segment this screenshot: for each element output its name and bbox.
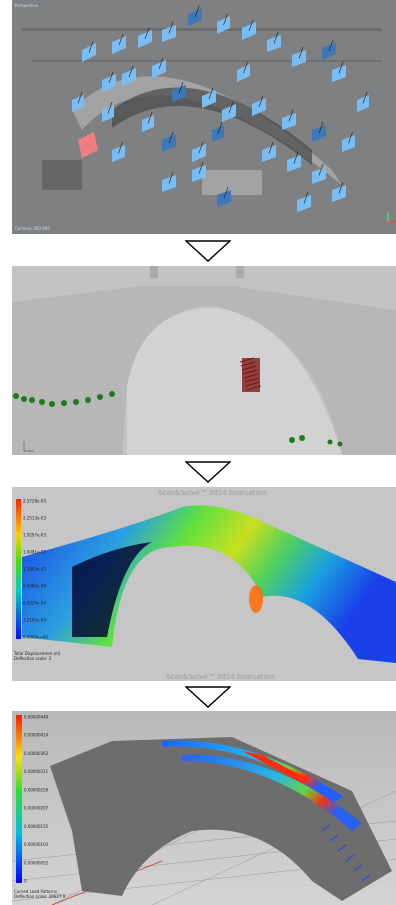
- camera-ray: [194, 5, 200, 18]
- axis-gizmo: [387, 212, 396, 223]
- camera-ray: [318, 163, 324, 176]
- camera-ray: [217, 121, 223, 134]
- camera-ray: [108, 71, 114, 84]
- camera-ray: [273, 31, 279, 44]
- bridge-mesh: [12, 286, 396, 455]
- camera-ray: [223, 186, 229, 199]
- viewport-label: Perspective: [15, 3, 39, 8]
- camera-ray: [208, 87, 214, 100]
- svg-text:Curved Load Patterns: Curved Load Patterns: [14, 889, 57, 894]
- legend-tick-label: 1.6081e-03: [23, 550, 46, 555]
- axis-gizmo: [23, 441, 34, 452]
- legend-tick-label: 0.00000052: [24, 860, 49, 865]
- camera-ray: [144, 27, 150, 40]
- camera-ray: [198, 141, 204, 154]
- camera-ray: [288, 109, 294, 122]
- camera-ray: [88, 41, 94, 53]
- camera-readout: Camera: 000 000: [15, 226, 50, 231]
- camera-ray: [318, 121, 324, 134]
- panel-displacement-result: Scan&Solve™ 2014 Evaluation 2.5728e-03 2.…: [12, 487, 396, 681]
- legend-tick-label: 0.00000362: [24, 751, 49, 756]
- camera-ray: [328, 39, 334, 52]
- camera-ray: [268, 141, 274, 154]
- legend-tick-label: 2.2513e-03: [23, 516, 46, 521]
- camera-ray: [303, 191, 309, 204]
- camera-ray: [338, 61, 344, 74]
- camera-ray: [168, 131, 174, 144]
- legend-tick-label: 9.6486e-04: [23, 584, 46, 589]
- legend-tick-label: 0.00000259: [24, 787, 49, 792]
- legend-tick-label: 0.00000155: [24, 824, 49, 829]
- legend-tick-label: 0.0000e+00: [23, 635, 48, 640]
- panel-camera-reconstruction: Perspective Camera: 000 000: [12, 0, 396, 234]
- camera-ray: [158, 57, 164, 70]
- camera-ray: [198, 161, 204, 174]
- camera-ray: [168, 21, 174, 34]
- camera-ray: [298, 46, 304, 59]
- legend-tick-label: 0.00000414: [24, 733, 49, 738]
- support-markers: [13, 391, 343, 447]
- color-legend: 2.5728e-03 2.2513e-03 1.9297e-03 1.6081e-03…: [13, 499, 61, 662]
- camera-ray: [362, 91, 368, 104]
- camera-ray: [107, 101, 113, 114]
- panel-mesh-model: [12, 266, 396, 455]
- panel-structural-analysis: 0.00000449 0.00000414 0.00000362 0.00000311…: [12, 711, 396, 905]
- camera-ray: [338, 181, 344, 194]
- camera-ray: [293, 151, 299, 164]
- camera-ray: [243, 61, 248, 74]
- camera-frustums: [72, 5, 369, 212]
- camera-ray: [348, 131, 353, 144]
- legend-tick-label: 2.5728e-03: [23, 499, 46, 504]
- camera-ray: [77, 91, 83, 104]
- legend-tick-label: 6.4324e-04: [23, 601, 46, 606]
- flow-arrow-2: [185, 461, 231, 483]
- camera-ray: [147, 111, 153, 124]
- legend-tick-label: 0.00000207: [24, 806, 49, 811]
- camera-ray: [258, 95, 264, 108]
- camera-ray: [223, 13, 228, 26]
- flow-arrow-1: [185, 240, 231, 262]
- camera-ray: [228, 101, 234, 114]
- flow-arrow-3: [185, 686, 231, 708]
- watermark-top: Scan&Solve™ 2014 Evaluation: [158, 489, 266, 497]
- legend-tick-label: 3.2162e-04: [23, 618, 46, 623]
- camera-ray: [118, 141, 123, 154]
- camera-ray: [128, 65, 134, 78]
- selected-camera: [78, 132, 98, 158]
- watermark-bottom: Scan&Solve™ 2014 Evaluation: [166, 673, 274, 681]
- deformed-bridge: [22, 505, 396, 663]
- camera-ray: [178, 81, 184, 94]
- svg-text:Total Displacement (m): Total Displacement (m): [13, 651, 61, 656]
- legend-tick-label: 0.00000449: [24, 715, 49, 720]
- camera-ray: [118, 33, 124, 46]
- svg-text:Deflection scale: 20627.9: Deflection scale: 20627.9: [14, 894, 66, 899]
- color-legend: 0.00000449 0.00000414 0.00000362 0.00000311…: [14, 715, 66, 900]
- legend-tick-label: 0.00000311: [24, 769, 49, 774]
- legend-tick-label: 1.2865e-03: [23, 567, 46, 572]
- svg-text:Deflection scale: 3: Deflection scale: 3: [14, 656, 52, 661]
- camera-ray: [168, 171, 174, 184]
- legend-tick-label: 1.9297e-03: [23, 533, 46, 538]
- legend-tick-label: 0: [24, 879, 27, 884]
- legend-tick-label: 0.00000103: [24, 842, 49, 847]
- camera-ray: [248, 19, 254, 32]
- load-arrows: [239, 357, 262, 392]
